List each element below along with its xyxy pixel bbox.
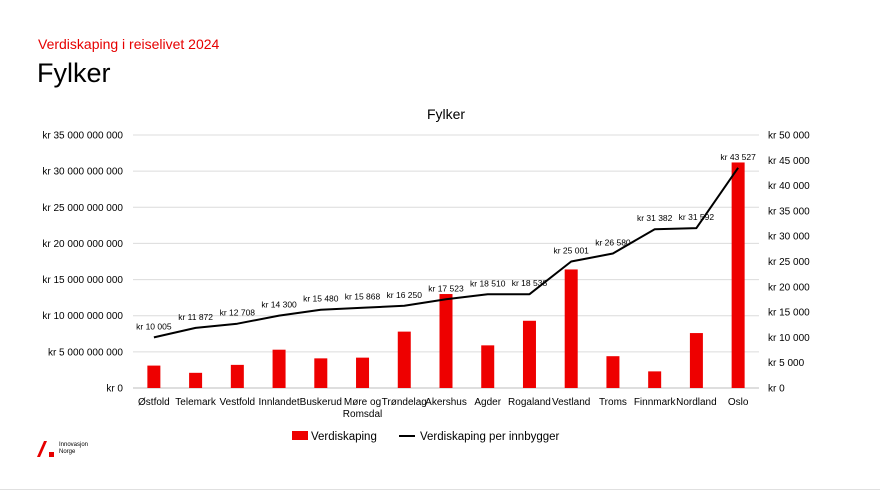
line-data-label: kr 31 592 — [679, 212, 715, 222]
x-tick-label: Buskerud — [300, 397, 342, 408]
x-tick-label: Telemark — [175, 397, 217, 408]
x-tick-label: Rogaland — [508, 397, 551, 408]
bar — [314, 358, 328, 388]
y-right-tick-label: kr 5 000 — [768, 358, 805, 369]
line-data-label: kr 18 538 — [512, 278, 548, 288]
x-tick-label: Troms — [599, 397, 627, 408]
y-left-tick-label: kr 20 000 000 000 — [42, 239, 123, 250]
line-series — [153, 167, 739, 339]
innovasjon-norge-logo-icon — [37, 441, 54, 457]
y-left-tick-label: kr 5 000 000 000 — [48, 347, 123, 358]
legend-label-bar: Verdiskaping — [311, 431, 377, 443]
logo-text-line-2: Norge — [59, 449, 76, 455]
bar — [272, 349, 286, 388]
y-right-tick-label: kr 20 000 — [768, 282, 810, 293]
y-right-tick-label: kr 35 000 — [768, 206, 810, 217]
y-right-tick-label: kr 30 000 — [768, 232, 810, 243]
x-tick-label: Akershus — [425, 397, 467, 408]
bar — [522, 320, 536, 388]
logo-text: Innovasjon Norge — [59, 442, 88, 456]
x-tick-label: Vestfold — [220, 397, 256, 408]
page-subtitle: Verdiskaping i reiselivet 2024 — [38, 36, 220, 52]
x-tick-label: Agder — [474, 397, 501, 408]
legend-swatch-bar — [292, 431, 308, 440]
line-data-label: kr 17 523 — [428, 283, 464, 293]
bar — [689, 333, 703, 388]
line-data-label: kr 15 480 — [303, 294, 339, 304]
line-data-label: kr 43 527 — [720, 152, 756, 162]
page-title: Fylker — [37, 58, 111, 88]
x-tick-label: Møre og Romsdal — [343, 397, 382, 420]
bar — [481, 345, 495, 388]
footer-divider — [0, 489, 880, 490]
bar — [731, 162, 745, 388]
y-right-tick-label: kr 45 000 — [768, 156, 810, 167]
x-tick-label: Østfold — [138, 397, 170, 408]
line-data-label: kr 12 708 — [220, 308, 256, 318]
bar — [397, 331, 411, 388]
bar — [147, 365, 161, 388]
bar — [648, 371, 662, 388]
y-left-tick-label: kr 35 000 000 000 — [42, 131, 123, 142]
chart-title: Fylker — [427, 106, 465, 122]
y-right-tick-label: kr 15 000 — [768, 308, 810, 319]
x-tick-label: Trøndelag — [382, 397, 427, 408]
bar — [439, 294, 453, 388]
line-data-label: kr 11 872 — [178, 312, 213, 322]
bar — [230, 364, 244, 388]
y-left-tick-label: kr 30 000 000 000 — [42, 167, 123, 178]
legend-label-line: Verdiskaping per innbygger — [420, 431, 560, 443]
x-tick-label: Nordland — [676, 397, 717, 408]
line-data-label: kr 26 580 — [595, 238, 631, 248]
line-data-label: kr 15 868 — [345, 292, 381, 302]
y-right-tick-label: kr 40 000 — [768, 181, 810, 192]
y-left-tick-label: kr 15 000 000 000 — [42, 275, 123, 286]
logo: Innovasjon Norge — [36, 440, 88, 458]
y-left-tick-label: kr 0 — [106, 384, 123, 395]
y-right-tick-label: kr 10 000 — [768, 333, 810, 344]
line-data-label: kr 10 005 — [136, 321, 172, 331]
line-data-label: kr 14 300 — [261, 300, 297, 310]
x-tick-label: Finnmark — [634, 397, 677, 408]
logo-text-line-1: Innovasjon — [59, 442, 89, 448]
bar — [189, 372, 203, 388]
y-left-tick-label: kr 25 000 000 000 — [42, 203, 123, 214]
y-right-tick-label: kr 50 000 — [768, 131, 810, 142]
y-right-tick-label: kr 0 — [768, 384, 785, 395]
line-data-label: kr 25 001 — [553, 245, 589, 255]
line-data-label: kr 31 382 — [637, 213, 673, 223]
y-right-tick-label: kr 25 000 — [768, 257, 810, 268]
bar — [606, 356, 620, 388]
x-tick-label: Innlandet — [258, 397, 299, 408]
bar — [356, 357, 370, 388]
x-tick-label: Oslo — [728, 397, 749, 408]
x-tick-label: Vestland — [552, 397, 590, 408]
y-left-tick-label: kr 10 000 000 000 — [42, 311, 123, 322]
line-data-label: kr 16 250 — [387, 290, 423, 300]
line-data-label: kr 18 510 — [470, 278, 506, 288]
bar — [564, 269, 578, 388]
